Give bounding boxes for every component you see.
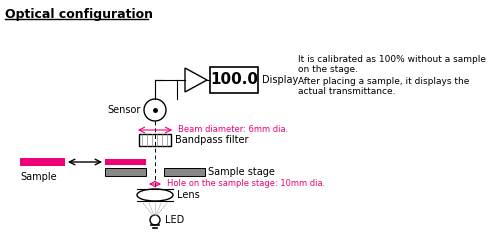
Text: Optical configuration: Optical configuration <box>5 8 153 21</box>
Text: 100.0: 100.0 <box>210 72 258 88</box>
Text: After placing a sample, it displays the: After placing a sample, it displays the <box>298 77 470 86</box>
Bar <box>105 168 146 176</box>
Text: on the stage.: on the stage. <box>298 65 358 74</box>
Text: Sample stage: Sample stage <box>208 167 275 177</box>
Text: LED: LED <box>165 215 184 225</box>
Circle shape <box>144 99 166 121</box>
Bar <box>210 67 258 93</box>
Bar <box>164 168 205 176</box>
Text: Bandpass filter: Bandpass filter <box>175 135 248 145</box>
Text: actual transmittance.: actual transmittance. <box>298 87 396 96</box>
Text: Display: Display <box>262 75 298 85</box>
Ellipse shape <box>137 189 173 201</box>
Bar <box>139 134 171 146</box>
Bar <box>20 158 65 166</box>
Text: Sample: Sample <box>20 172 57 182</box>
Text: It is calibrated as 100% without a sample: It is calibrated as 100% without a sampl… <box>298 55 486 64</box>
Bar <box>105 159 146 165</box>
Text: Hole on the sample stage: 10mm dia.: Hole on the sample stage: 10mm dia. <box>167 180 325 188</box>
Text: Beam diameter: 6mm dia.: Beam diameter: 6mm dia. <box>178 126 288 134</box>
Text: Lens: Lens <box>177 190 200 200</box>
Text: Sensor: Sensor <box>108 105 141 115</box>
